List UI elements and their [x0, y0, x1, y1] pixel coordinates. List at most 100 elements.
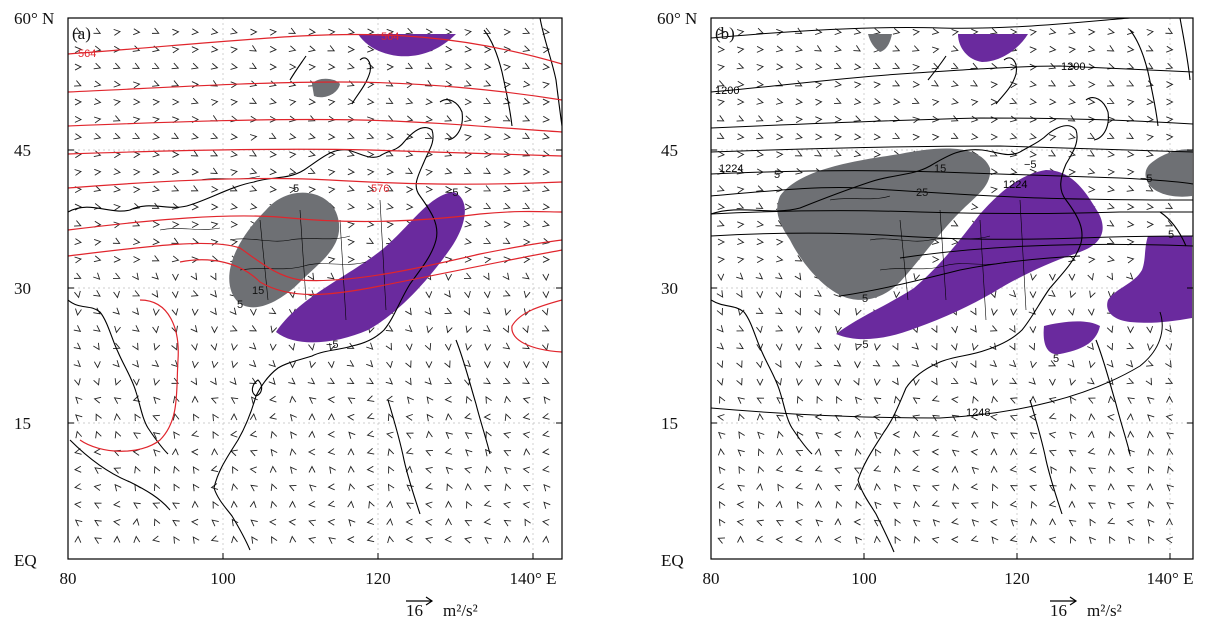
wind-vector — [1028, 466, 1037, 473]
wind-vector — [191, 430, 199, 438]
wind-vector — [1126, 80, 1135, 87]
wind-vector — [485, 396, 492, 404]
wind-vector — [795, 360, 802, 369]
wind-vector — [1010, 432, 1018, 439]
wind-vector — [269, 28, 277, 36]
wind-vector — [522, 377, 530, 385]
wind-vector — [736, 272, 744, 280]
wind-vector — [951, 115, 959, 122]
wind-vector — [971, 115, 979, 123]
wind-vector — [463, 307, 470, 316]
wind-vector — [950, 536, 959, 543]
wind-vector — [152, 62, 160, 69]
wind-vector — [756, 185, 764, 192]
wind-vector — [853, 467, 862, 474]
wind-vector — [483, 325, 491, 332]
wind-vector — [425, 98, 433, 106]
wind-vector — [504, 466, 512, 474]
wind-vector — [445, 466, 453, 474]
wind-vector — [327, 431, 335, 438]
wind-vector — [1108, 448, 1115, 456]
wind-vector — [445, 431, 453, 439]
wind-vector — [270, 325, 278, 334]
wind-vector — [892, 62, 901, 70]
wind-vector — [483, 202, 492, 209]
panel-b-contour-label: 1224 — [719, 163, 743, 175]
wind-vector — [405, 62, 414, 69]
wind-vector — [542, 46, 550, 54]
wind-vector — [1126, 360, 1134, 368]
wind-vector — [522, 220, 531, 228]
wind-vector — [75, 430, 83, 439]
wind-vector — [405, 360, 412, 369]
wind-vector — [756, 397, 765, 404]
wind-vector — [211, 326, 218, 334]
wind-vector — [756, 80, 764, 88]
wind-vector — [1009, 97, 1018, 105]
wind-vector — [736, 115, 745, 122]
wind-vector — [464, 238, 472, 245]
wind-vector — [483, 185, 492, 192]
wind-vector — [1009, 115, 1018, 123]
wind-vector — [1048, 536, 1057, 544]
wind-vector — [191, 133, 199, 140]
panel-b-shade-label: 5 — [774, 169, 780, 181]
wind-vector — [425, 132, 433, 140]
wind-vector — [503, 46, 512, 54]
wind-vector — [171, 343, 178, 351]
wind-vector — [756, 483, 763, 491]
wind-vector — [1108, 430, 1116, 439]
wind-vector — [465, 343, 472, 351]
wind-vector — [386, 133, 394, 140]
wind-vector — [736, 202, 745, 210]
wind-vector — [794, 27, 803, 34]
wind-vector — [307, 377, 316, 385]
wind-vector — [1166, 517, 1173, 526]
wind-vector — [503, 133, 511, 141]
wind-vector — [367, 116, 375, 124]
wind-vector — [1029, 395, 1037, 403]
wind-vector — [483, 220, 492, 228]
wind-vector — [484, 115, 492, 123]
wind-vector — [152, 535, 160, 543]
wind-vector — [795, 63, 803, 71]
wind-vector — [1127, 326, 1134, 334]
wind-vector — [893, 483, 901, 492]
wind-vector — [95, 430, 102, 439]
wind-vector — [405, 377, 412, 386]
wind-vector — [425, 186, 434, 193]
wind-vector — [1067, 115, 1076, 122]
panel-b-negative-shade-north — [958, 34, 1028, 62]
wind-vector — [483, 307, 491, 315]
wind-vector — [1146, 134, 1154, 141]
wind-vector — [151, 290, 159, 298]
wind-vector — [307, 272, 315, 281]
wind-vector — [757, 465, 765, 474]
wind-vector — [73, 272, 82, 279]
wind-vector — [308, 412, 316, 421]
wind-vector — [1048, 449, 1057, 457]
wind-vector — [93, 132, 102, 140]
wind-vector — [892, 377, 899, 386]
wind-vector — [523, 256, 531, 264]
wind-vector — [308, 167, 316, 174]
wind-vector — [1069, 378, 1077, 386]
wind-vector — [736, 256, 745, 264]
wind-vector — [1049, 484, 1057, 492]
wind-vector — [229, 307, 237, 316]
wind-vector — [796, 378, 803, 386]
wind-vector — [290, 431, 297, 439]
wind-vector — [1126, 99, 1135, 106]
wind-vector — [406, 502, 414, 509]
wind-vector — [444, 395, 452, 403]
wind-vector — [1166, 448, 1174, 456]
wind-vector — [445, 517, 452, 526]
wind-vector — [465, 325, 473, 334]
wind-vector — [1126, 256, 1135, 264]
wind-vector — [737, 535, 744, 543]
panel-b-y-tick: 45 — [661, 141, 678, 160]
wind-vector — [854, 396, 862, 404]
wind-vector — [134, 465, 141, 474]
wind-vector — [426, 396, 434, 404]
wind-vector — [113, 115, 121, 122]
